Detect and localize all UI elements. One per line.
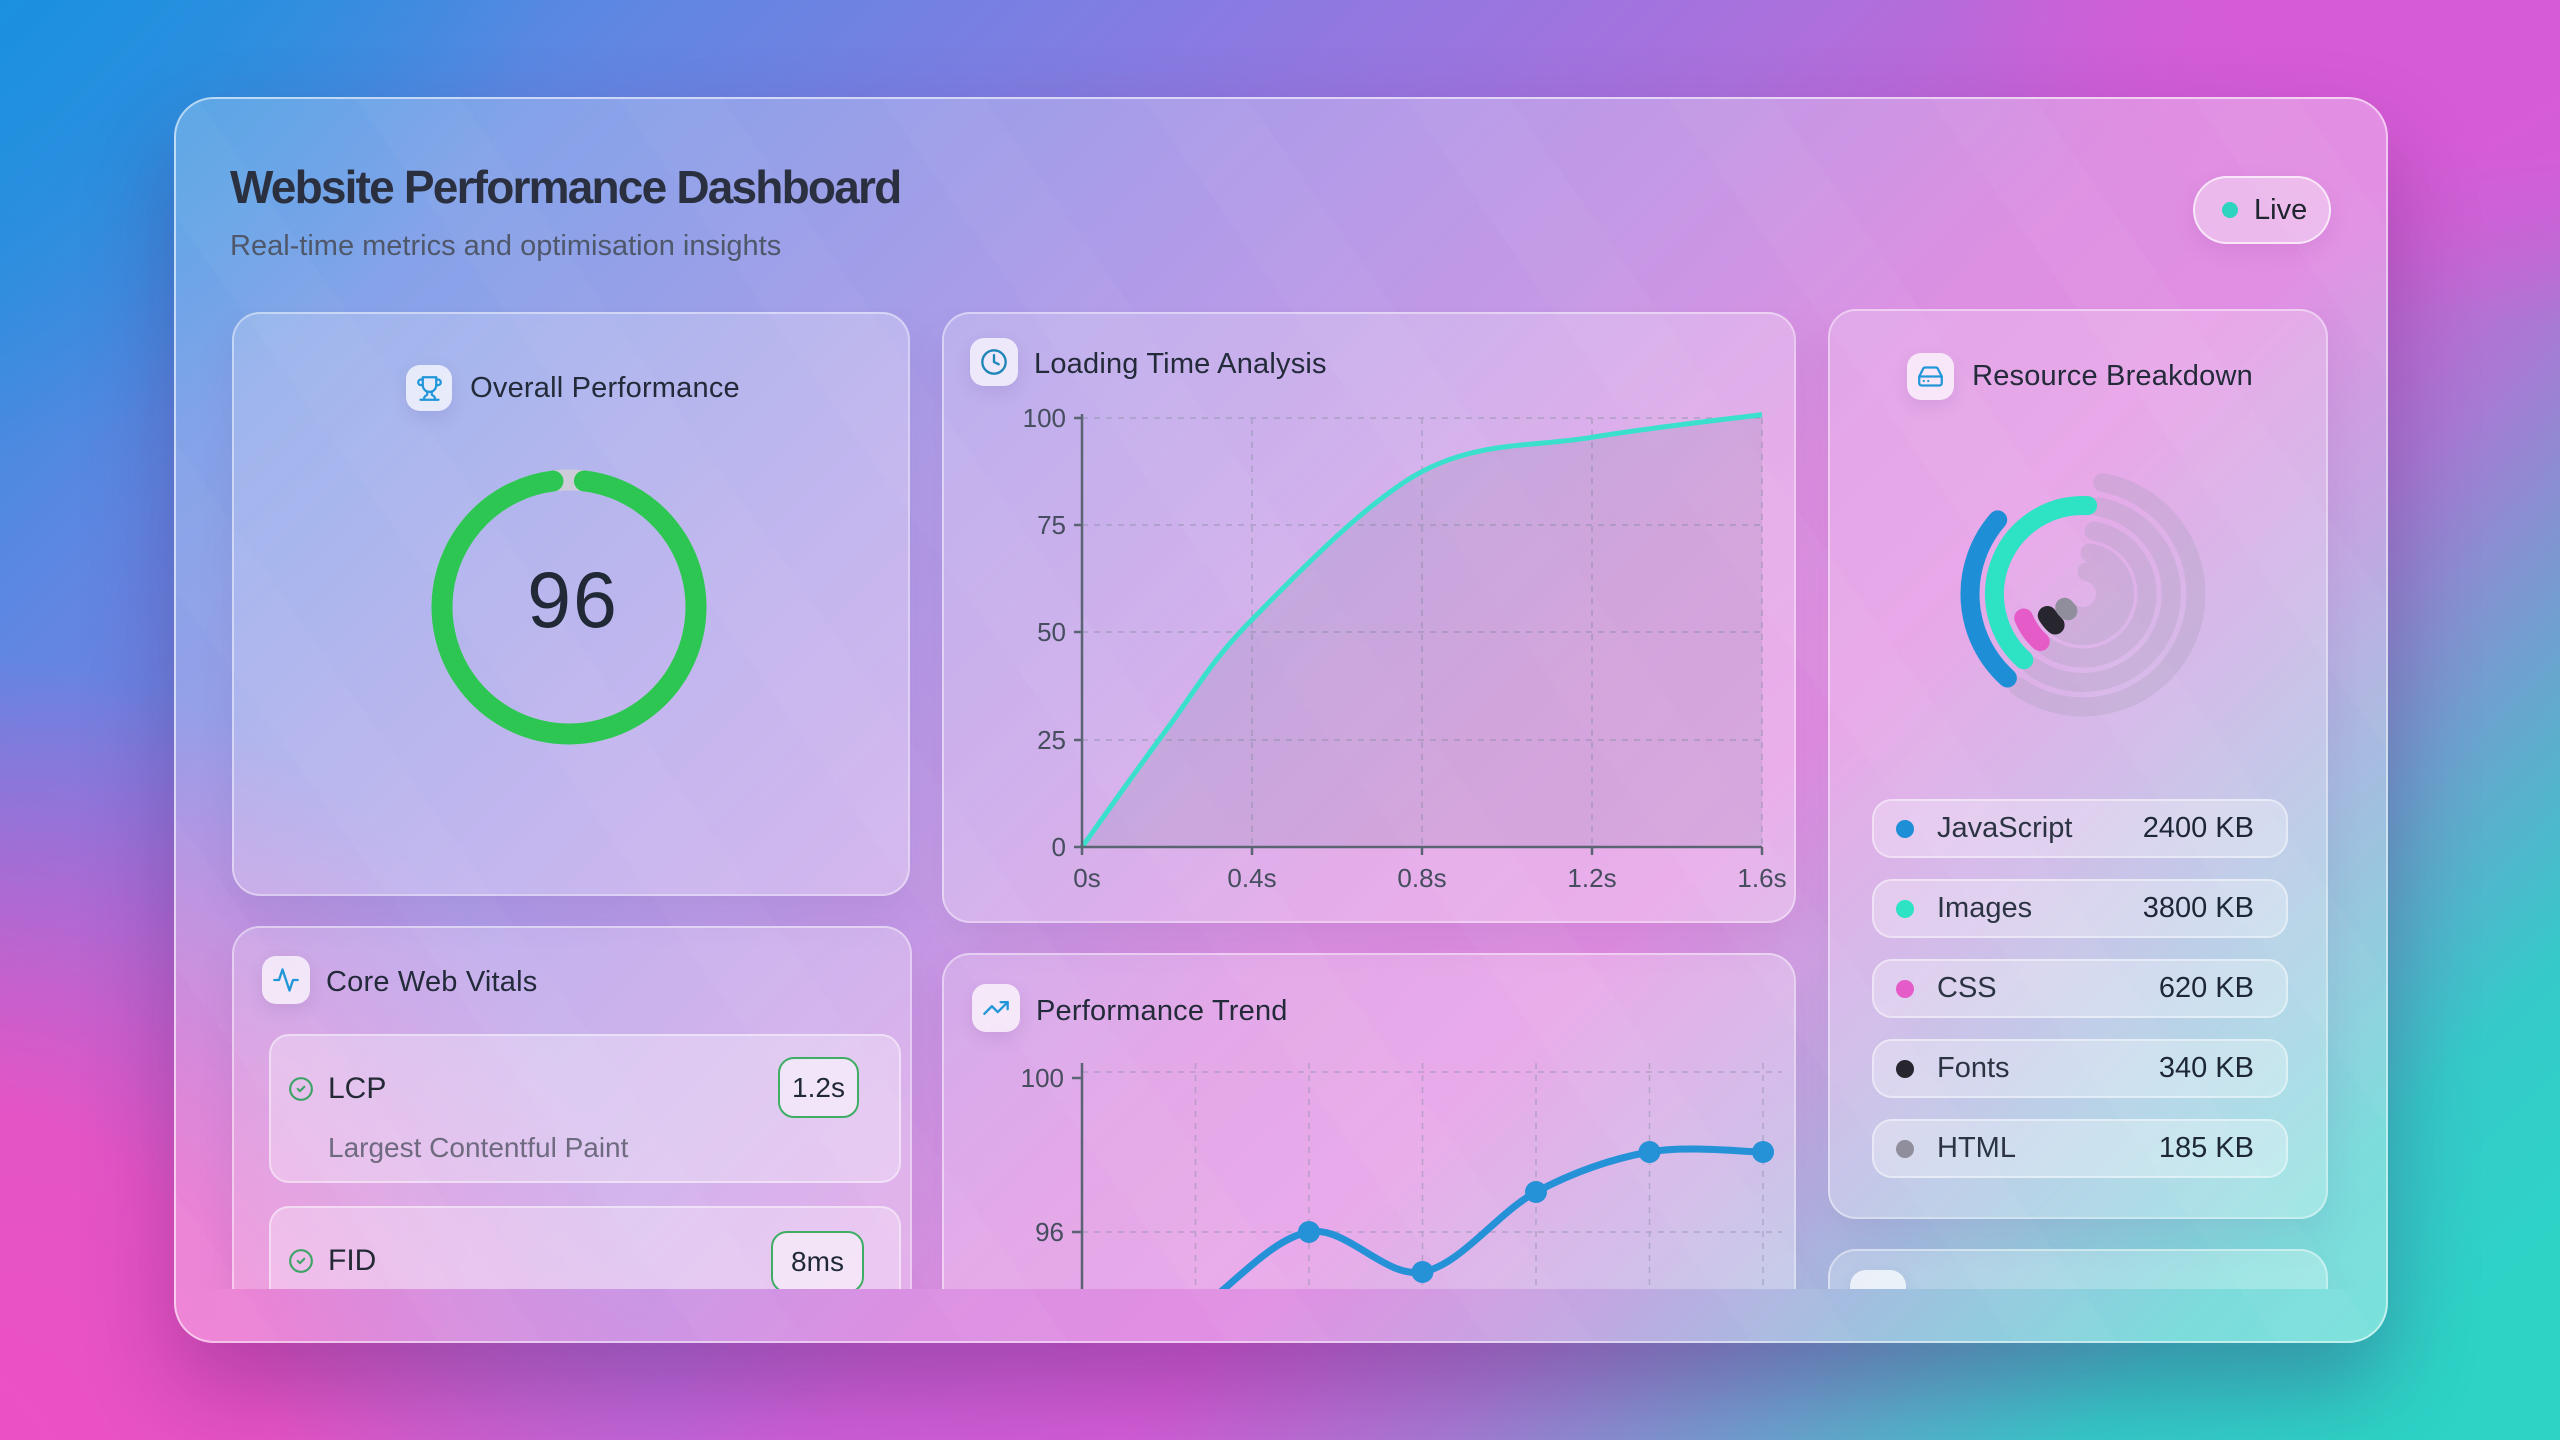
svg-text:1.2s: 1.2s: [1567, 863, 1616, 893]
svg-text:25: 25: [1037, 725, 1066, 755]
svg-text:100: 100: [1023, 403, 1066, 433]
svg-text:100: 100: [1021, 1063, 1064, 1093]
svg-text:1.6s: 1.6s: [1737, 863, 1786, 893]
svg-text:75: 75: [1037, 510, 1066, 540]
svg-text:0s: 0s: [1073, 863, 1100, 893]
svg-text:0: 0: [1052, 832, 1066, 862]
svg-text:0.4s: 0.4s: [1227, 863, 1276, 893]
svg-text:50: 50: [1037, 617, 1066, 647]
svg-text:0.8s: 0.8s: [1397, 863, 1446, 893]
svg-text:96: 96: [1035, 1217, 1064, 1247]
